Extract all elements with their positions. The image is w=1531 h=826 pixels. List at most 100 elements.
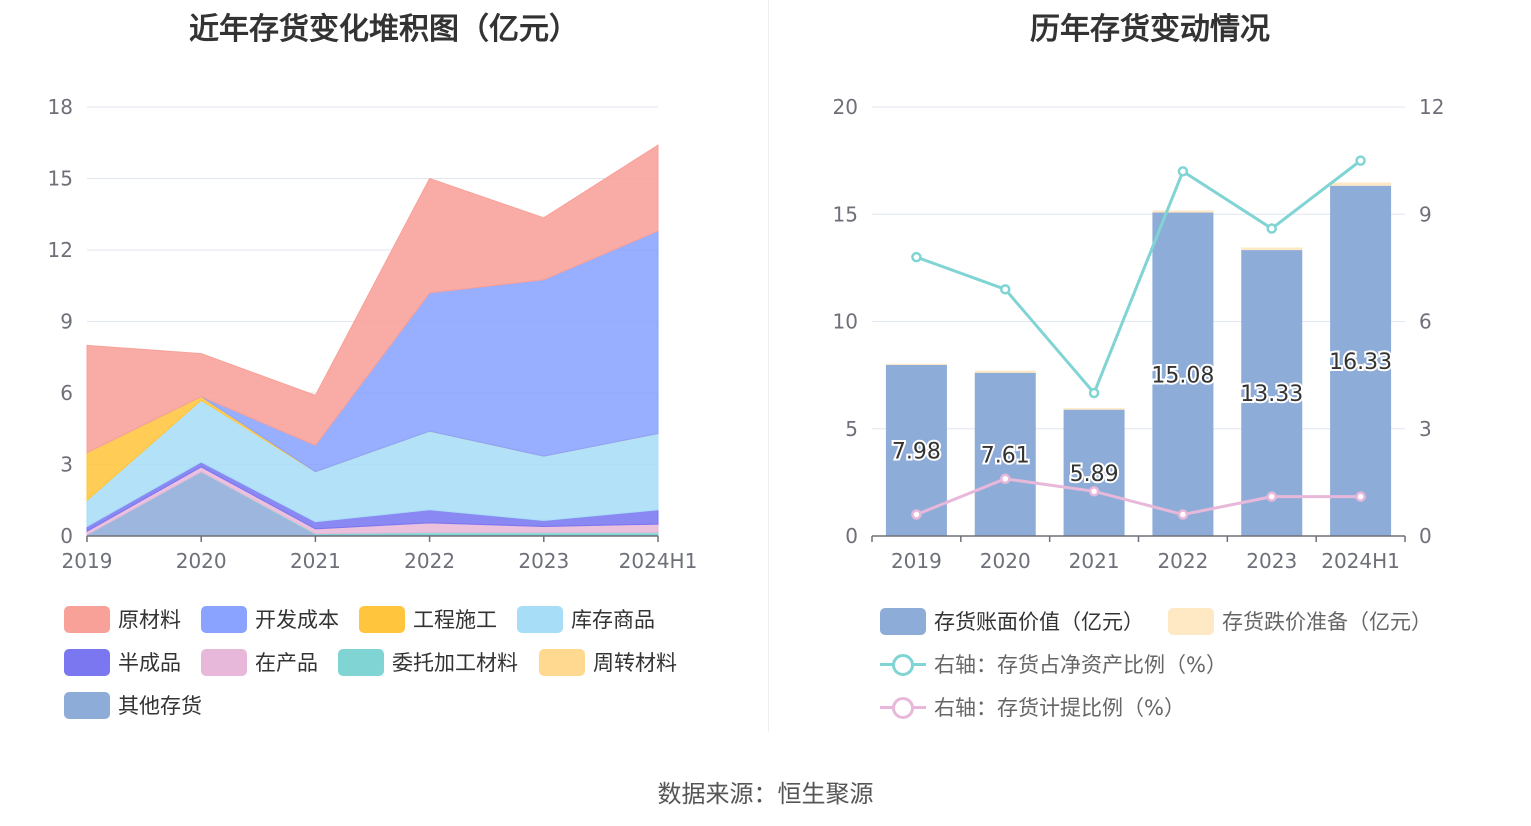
data-source-note: 数据来源：恒生聚源 <box>657 780 874 808</box>
legend-label: 周转材料 <box>593 651 677 675</box>
legend-label: 半成品 <box>118 651 181 675</box>
legend-item[interactable]: 其他存货 <box>64 690 202 720</box>
x-tick-label: 2022 <box>404 549 455 573</box>
y-tick-label: 15 <box>48 167 73 191</box>
left-chart-title: 近年存货变化堆积图（亿元） <box>189 12 579 47</box>
legend-item[interactable]: 半成品 <box>64 647 181 677</box>
line-point <box>911 251 922 263</box>
y-right-tick-label: 12 <box>1419 95 1444 119</box>
legend-item[interactable]: 库存商品 <box>517 604 655 634</box>
x-tick-label: 2020 <box>980 549 1031 573</box>
legend-item[interactable]: 存货账面价值（亿元） <box>880 606 1144 636</box>
bar-存货账面价值（亿元） <box>1063 409 1125 536</box>
bar-data-label: 5.89 <box>1070 462 1119 487</box>
y-tick-label: 9 <box>60 310 73 334</box>
y-tick-label: 6 <box>60 381 73 405</box>
bar-存货账面价值（亿元） <box>1241 250 1303 536</box>
y-tick-label: 12 <box>48 238 73 262</box>
y-tick-label: 18 <box>48 95 73 119</box>
line-point <box>1177 509 1189 520</box>
bar-存货跌价准备（亿元） <box>1152 210 1214 213</box>
legend-swatch <box>338 648 384 676</box>
bar-存货跌价准备（亿元） <box>885 363 947 365</box>
x-tick-label: 2020 <box>176 549 227 573</box>
legend-swatch <box>880 651 926 678</box>
line-右轴：存货占净资产比例（%） <box>915 159 1362 396</box>
legend-swatch <box>880 694 926 721</box>
x-tick-label: 2024H1 <box>1321 549 1400 573</box>
line-point <box>1355 155 1366 166</box>
bar-存货账面价值（亿元） <box>1152 212 1214 536</box>
legend-item[interactable]: 周转材料 <box>539 647 677 677</box>
bar-存货跌价准备（亿元） <box>1241 247 1303 251</box>
y-left-tick-label: 10 <box>833 310 858 334</box>
legend-label: 其他存货 <box>118 694 202 718</box>
right-chart-panel: 历年存货变动情况 0 5 10 15 20 0 3 6 9 12 7.98 7.61 5.89 15.08… <box>769 0 1531 740</box>
x-tick-label: 2019 <box>62 549 113 573</box>
bar-line-combo-chart: 0 5 10 15 20 0 3 6 9 12 7.98 7.61 5.89 15.08 13.33 16.3… <box>833 95 1445 573</box>
legend-swatch <box>64 691 110 719</box>
legend-item[interactable]: 右轴：存货占净资产比例（%） <box>880 649 1227 679</box>
legend-item[interactable]: 存货跌价准备（亿元） <box>1168 606 1432 636</box>
legend-label: 委托加工材料 <box>392 651 518 675</box>
bar-data-label: 13.33 <box>1240 382 1303 407</box>
legend-item[interactable]: 开发成本 <box>201 604 339 634</box>
x-tick-label: 2023 <box>518 549 569 573</box>
line-右轴：存货计提比例（%） <box>915 477 1361 517</box>
x-tick-label: 2021 <box>1069 549 1120 573</box>
bar-存货跌价准备（亿元） <box>1330 182 1392 186</box>
legend-item[interactable]: 在产品 <box>201 647 318 677</box>
legend-label: 存货跌价准备（亿元） <box>1222 610 1432 634</box>
legend-swatch <box>201 648 247 676</box>
legend-item[interactable]: 原材料 <box>64 604 181 634</box>
legend-swatch <box>880 607 926 635</box>
bar-data-label: 7.61 <box>981 443 1030 468</box>
y-right-tick-label: 6 <box>1419 310 1432 334</box>
legend-swatch <box>64 605 110 633</box>
line-point <box>1355 491 1366 502</box>
line-point <box>1177 166 1189 177</box>
y-right-tick-label: 9 <box>1419 202 1432 226</box>
y-left-tick-label: 5 <box>845 417 858 441</box>
legend-item[interactable]: 委托加工材料 <box>338 647 518 677</box>
bar-存货跌价准备（亿元） <box>974 370 1036 373</box>
legend-item[interactable]: 工程施工 <box>359 604 497 634</box>
legend-label: 库存商品 <box>571 608 655 632</box>
right-chart-title: 历年存货变动情况 <box>1030 12 1270 47</box>
area-series-原材料 <box>86 144 659 454</box>
left-chart-panel: 近年存货变化堆积图（亿元） 0 3 6 9 12 15 18 2019 2020 2021 2022… <box>0 0 768 740</box>
x-tick-label: 2024H1 <box>619 549 698 573</box>
line-point <box>1266 223 1277 234</box>
y-tick-label: 3 <box>60 453 73 477</box>
legend-label: 原材料 <box>118 608 181 632</box>
bar-存货跌价准备（亿元） <box>1063 408 1125 410</box>
legend-swatch <box>1168 607 1214 635</box>
stacked-area-chart: 0 3 6 9 12 15 18 2019 2020 2021 2022 2023 2024H1 <box>48 95 698 573</box>
line-point <box>1266 491 1277 502</box>
legend-label: 在产品 <box>255 651 318 675</box>
legend-label: 存货账面价值（亿元） <box>934 610 1144 634</box>
legend-swatch <box>201 605 247 633</box>
bar-data-label: 16.33 <box>1329 350 1392 375</box>
legend-item[interactable]: 右轴：存货计提比例（%） <box>880 692 1185 722</box>
legend-label: 右轴：存货占净资产比例（%） <box>934 653 1227 677</box>
bar-存货账面价值（亿元） <box>974 372 1036 536</box>
x-tick-label: 2021 <box>290 549 341 573</box>
line-point <box>1000 284 1011 295</box>
legend-label: 工程施工 <box>413 608 497 632</box>
bar-data-label: 7.98 <box>892 439 941 464</box>
bar-存货账面价值（亿元） <box>1330 185 1392 536</box>
line-point <box>1088 486 1100 497</box>
line-point <box>1000 473 1011 485</box>
legend-swatch <box>359 605 405 633</box>
legend-label: 右轴：存货计提比例（%） <box>934 696 1185 720</box>
x-tick-label: 2022 <box>1157 549 1208 573</box>
y-tick-label: 0 <box>60 524 73 548</box>
y-left-tick-label: 15 <box>833 202 858 226</box>
legend-swatch <box>539 648 585 676</box>
x-tick-label: 2019 <box>891 549 942 573</box>
x-tick-label: 2023 <box>1246 549 1297 573</box>
y-left-tick-label: 0 <box>845 524 858 548</box>
y-right-tick-label: 0 <box>1419 524 1432 548</box>
line-point <box>1088 387 1100 399</box>
